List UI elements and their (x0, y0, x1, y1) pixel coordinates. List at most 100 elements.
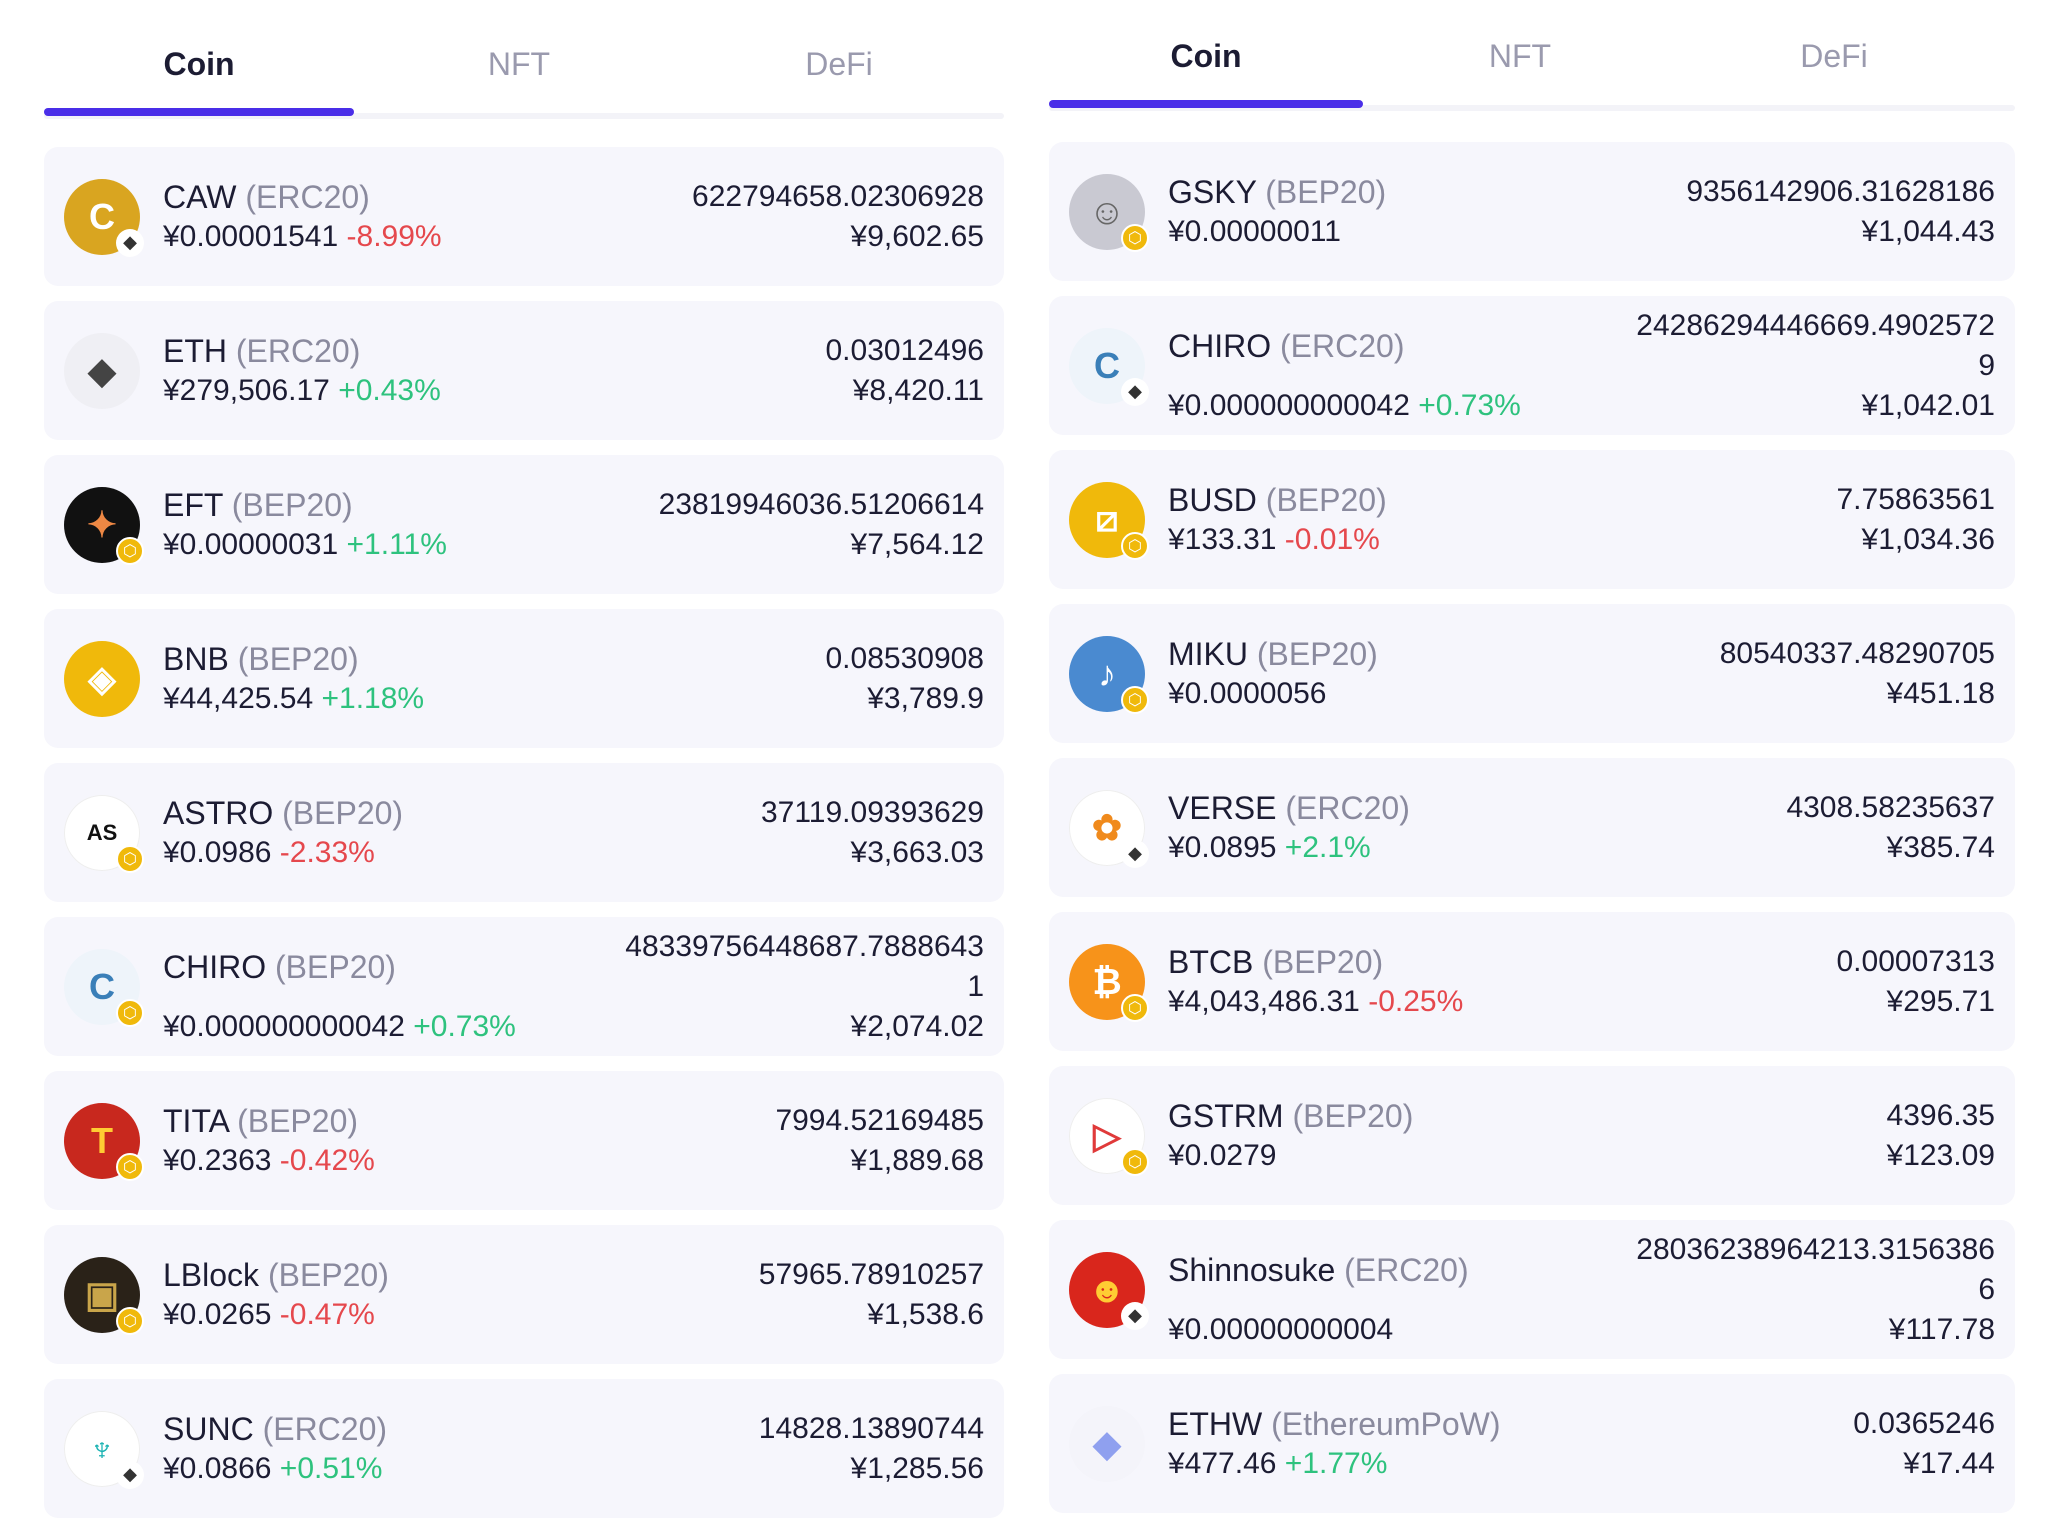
token-symbol: BTCB (1168, 943, 1254, 980)
token-row[interactable]: C ◆ CHIRO (ERC20) ¥0.000000000042 +0.73% 242… (1049, 296, 2015, 435)
token-price-row: ¥0.2363 -0.42% (163, 1141, 775, 1181)
token-standard: (BEP20) (282, 794, 404, 831)
token-fiat-value: ¥1,538.6 (867, 1297, 984, 1331)
token-price: ¥133.31 (1168, 522, 1277, 556)
token-row[interactable]: C ◆ CAW (ERC20) ¥0.00001541 -8.99% 622794658… (44, 147, 1004, 286)
token-amount: 6 (1978, 1272, 1995, 1306)
token-row[interactable]: ☻ ◆ Shinnosuke (ERC20) ¥0.00000000004 280362… (1049, 1220, 2015, 1359)
token-standard: (BEP20) (1292, 1097, 1414, 1134)
left-wallet-panel: Coin NFT DeFi C ◆ CAW (ERC20) ¥0.00001541 -… (44, 0, 1004, 1518)
btcb-glyph: ₿ (1092, 960, 1122, 1002)
token-row[interactable]: ✿ ◆ VERSE (ERC20) ¥0.0895 +2.1% 4308.5823563… (1049, 758, 2015, 897)
token-row[interactable]: T ⬡ TITA (BEP20) ¥0.2363 -0.42% 7994.5216948… (44, 1071, 1004, 1210)
bnb-glyph: ◈ (88, 657, 116, 699)
token-row[interactable]: ◆ ETHW (EthereumPoW) ¥477.46 +1.77% 0.03652… (1049, 1374, 2015, 1513)
token-amount: 9 (1978, 348, 1995, 382)
token-info: GSTRM (BEP20) ¥0.0279 (1168, 1096, 1887, 1176)
tab-track (1049, 105, 2015, 111)
miku-glyph: ♪ (1098, 652, 1116, 694)
token-row[interactable]: ₿ ⬡ BTCB (BEP20) ¥4,043,486.31 -0.25% 0.0000… (1049, 912, 2015, 1051)
token-fiat-value: ¥9,602.65 (850, 219, 984, 253)
token-amount: 48339756448687.7888643 (625, 929, 984, 963)
tab-defi[interactable]: DeFi (1800, 38, 1868, 74)
token-fiat-value: ¥2,074.02 (850, 1009, 984, 1043)
token-amount: 0.0365246 (1853, 1406, 1995, 1440)
tab-coin[interactable]: Coin (1170, 38, 1242, 74)
token-price: ¥477.46 (1168, 1446, 1277, 1480)
token-row[interactable]: ▣ ⬡ LBlock (BEP20) ¥0.0265 -0.47% 57965.7891… (44, 1225, 1004, 1364)
ethereum-badge-icon: ◆ (1121, 377, 1149, 406)
busd-glyph: ⧄ (1095, 498, 1119, 539)
token-standard: (BEP20) (231, 486, 353, 523)
tab-coin[interactable]: Coin (163, 46, 235, 82)
ethereum-badge-icon: ◆ (1121, 1301, 1149, 1330)
price-change: +1.77% (1284, 1446, 1388, 1480)
price-change: +1.11% (346, 527, 447, 561)
token-fiat-value: ¥1,034.36 (1861, 522, 1995, 556)
token-row[interactable]: ♪ ⬡ MIKU (BEP20) ¥0.0000056 80540337.4829070… (1049, 604, 2015, 743)
ethereum-badge-icon: ◆ (116, 228, 144, 257)
token-standard: (BEP20) (1262, 943, 1384, 980)
token-row[interactable]: ⧄ ⬡ BUSD (BEP20) ¥133.31 -0.01% 7.75863561 ¥1… (1049, 450, 2015, 589)
price-change: -8.99% (346, 219, 442, 253)
token-balance: 48339756448687.7888643 1 ¥2,074.02 (625, 927, 984, 1047)
tab-nft[interactable]: NFT (487, 46, 551, 82)
token-standard: (BEP20) (1265, 173, 1387, 210)
chiro-glyph: C (1094, 344, 1120, 386)
token-price: ¥0.0279 (1168, 1138, 1277, 1172)
token-price-row: ¥0.00000000004 (1168, 1310, 1636, 1350)
token-row[interactable]: ◆ ETH (ERC20) ¥279,506.17 +0.43% 0.03012496… (44, 301, 1004, 440)
tab-nft[interactable]: NFT (1488, 38, 1552, 74)
token-price: ¥0.00001541 (163, 219, 339, 253)
token-balance: 7.75863561 ¥1,034.36 (1837, 480, 1996, 560)
token-row[interactable]: C ⬡ CHIRO (BEP20) ¥0.000000000042 +0.73% 483… (44, 917, 1004, 1056)
token-balance: 37119.09393629 ¥3,663.03 (761, 793, 984, 873)
price-change: -0.47% (279, 1297, 375, 1331)
token-row[interactable]: ◈ BNB (BEP20) ¥44,425.54 +1.18% 0.08530908 ¥… (44, 609, 1004, 748)
gstrm-icon: ▷ ⬡ (1069, 1097, 1149, 1176)
token-row[interactable]: AS ⬡ ASTRO (BEP20) ¥0.0986 -2.33% 37119.0939… (44, 763, 1004, 902)
token-amount: 24286294446669.4902572 (1636, 308, 1995, 342)
active-tab-indicator (44, 108, 354, 116)
token-row[interactable]: ☺ ⬡ GSKY (BEP20) ¥0.00000011 9356142906.3162… (1049, 142, 2015, 281)
token-symbol: VERSE (1168, 789, 1277, 826)
price-change: -0.01% (1284, 522, 1380, 556)
token-amount: 14828.13890744 (758, 1411, 984, 1445)
tita-glyph: T (91, 1119, 113, 1161)
token-amount: 0.03012496 (825, 333, 985, 367)
token-symbol: GSTRM (1168, 1097, 1284, 1134)
token-balance: 622794658.02306928 ¥9,602.65 (692, 177, 984, 257)
token-price: ¥0.0986 (163, 835, 272, 869)
tab-defi[interactable]: DeFi (805, 46, 873, 82)
token-info: LBlock (BEP20) ¥0.0265 -0.47% (163, 1255, 759, 1335)
token-price-row: ¥279,506.17 +0.43% (163, 371, 826, 411)
token-price-row: ¥0.0000056 (1168, 674, 1720, 714)
token-standard: (BEP20) (1256, 635, 1378, 672)
token-price: ¥4,043,486.31 (1168, 984, 1360, 1018)
token-price-row: ¥0.000000000042 +0.73% (163, 1007, 625, 1047)
token-price-row: ¥0.0866 +0.51% (163, 1449, 759, 1489)
token-fiat-value: ¥385.74 (1886, 830, 1995, 864)
token-standard: (BEP20) (1265, 481, 1387, 518)
token-row[interactable]: ✦ ⬡ EFT (BEP20) ¥0.00000031 +1.11% 238199460… (44, 455, 1004, 594)
token-info: Shinnosuke (ERC20) ¥0.00000000004 (1168, 1230, 1636, 1350)
gsky-glyph: ☺ (1088, 190, 1126, 232)
token-standard: (ERC20) (235, 332, 361, 369)
token-symbol: MIKU (1168, 635, 1248, 672)
token-price: ¥0.0265 (163, 1297, 272, 1331)
token-price-row: ¥0.00001541 -8.99% (163, 217, 692, 257)
token-price-row: ¥0.0265 -0.47% (163, 1295, 759, 1335)
busd-icon: ⧄ ⬡ (1069, 481, 1149, 560)
token-info: MIKU (BEP20) ¥0.0000056 (1168, 634, 1720, 714)
asset-tabs: Coin NFT DeFi (44, 0, 1004, 120)
token-row[interactable]: ▷ ⬡ GSTRM (BEP20) ¥0.0279 4396.35 ¥123.09 (1049, 1066, 2015, 1205)
token-balance: 14828.13890744 ¥1,285.56 (759, 1409, 984, 1489)
token-row[interactable]: ♆ ◆ SUNC (ERC20) ¥0.0866 +0.51% 14828.138907… (44, 1379, 1004, 1518)
token-amount: 0.00007313 (1836, 944, 1996, 978)
token-name: SUNC (ERC20) (163, 1409, 759, 1449)
token-fiat-value: ¥1,042.01 (1861, 388, 1995, 422)
token-price-row: ¥4,043,486.31 -0.25% (1168, 982, 1837, 1022)
token-info: BTCB (BEP20) ¥4,043,486.31 -0.25% (1168, 942, 1837, 1022)
token-price: ¥0.00000000004 (1168, 1312, 1394, 1346)
eft-icon: ✦ ⬡ (64, 486, 144, 565)
